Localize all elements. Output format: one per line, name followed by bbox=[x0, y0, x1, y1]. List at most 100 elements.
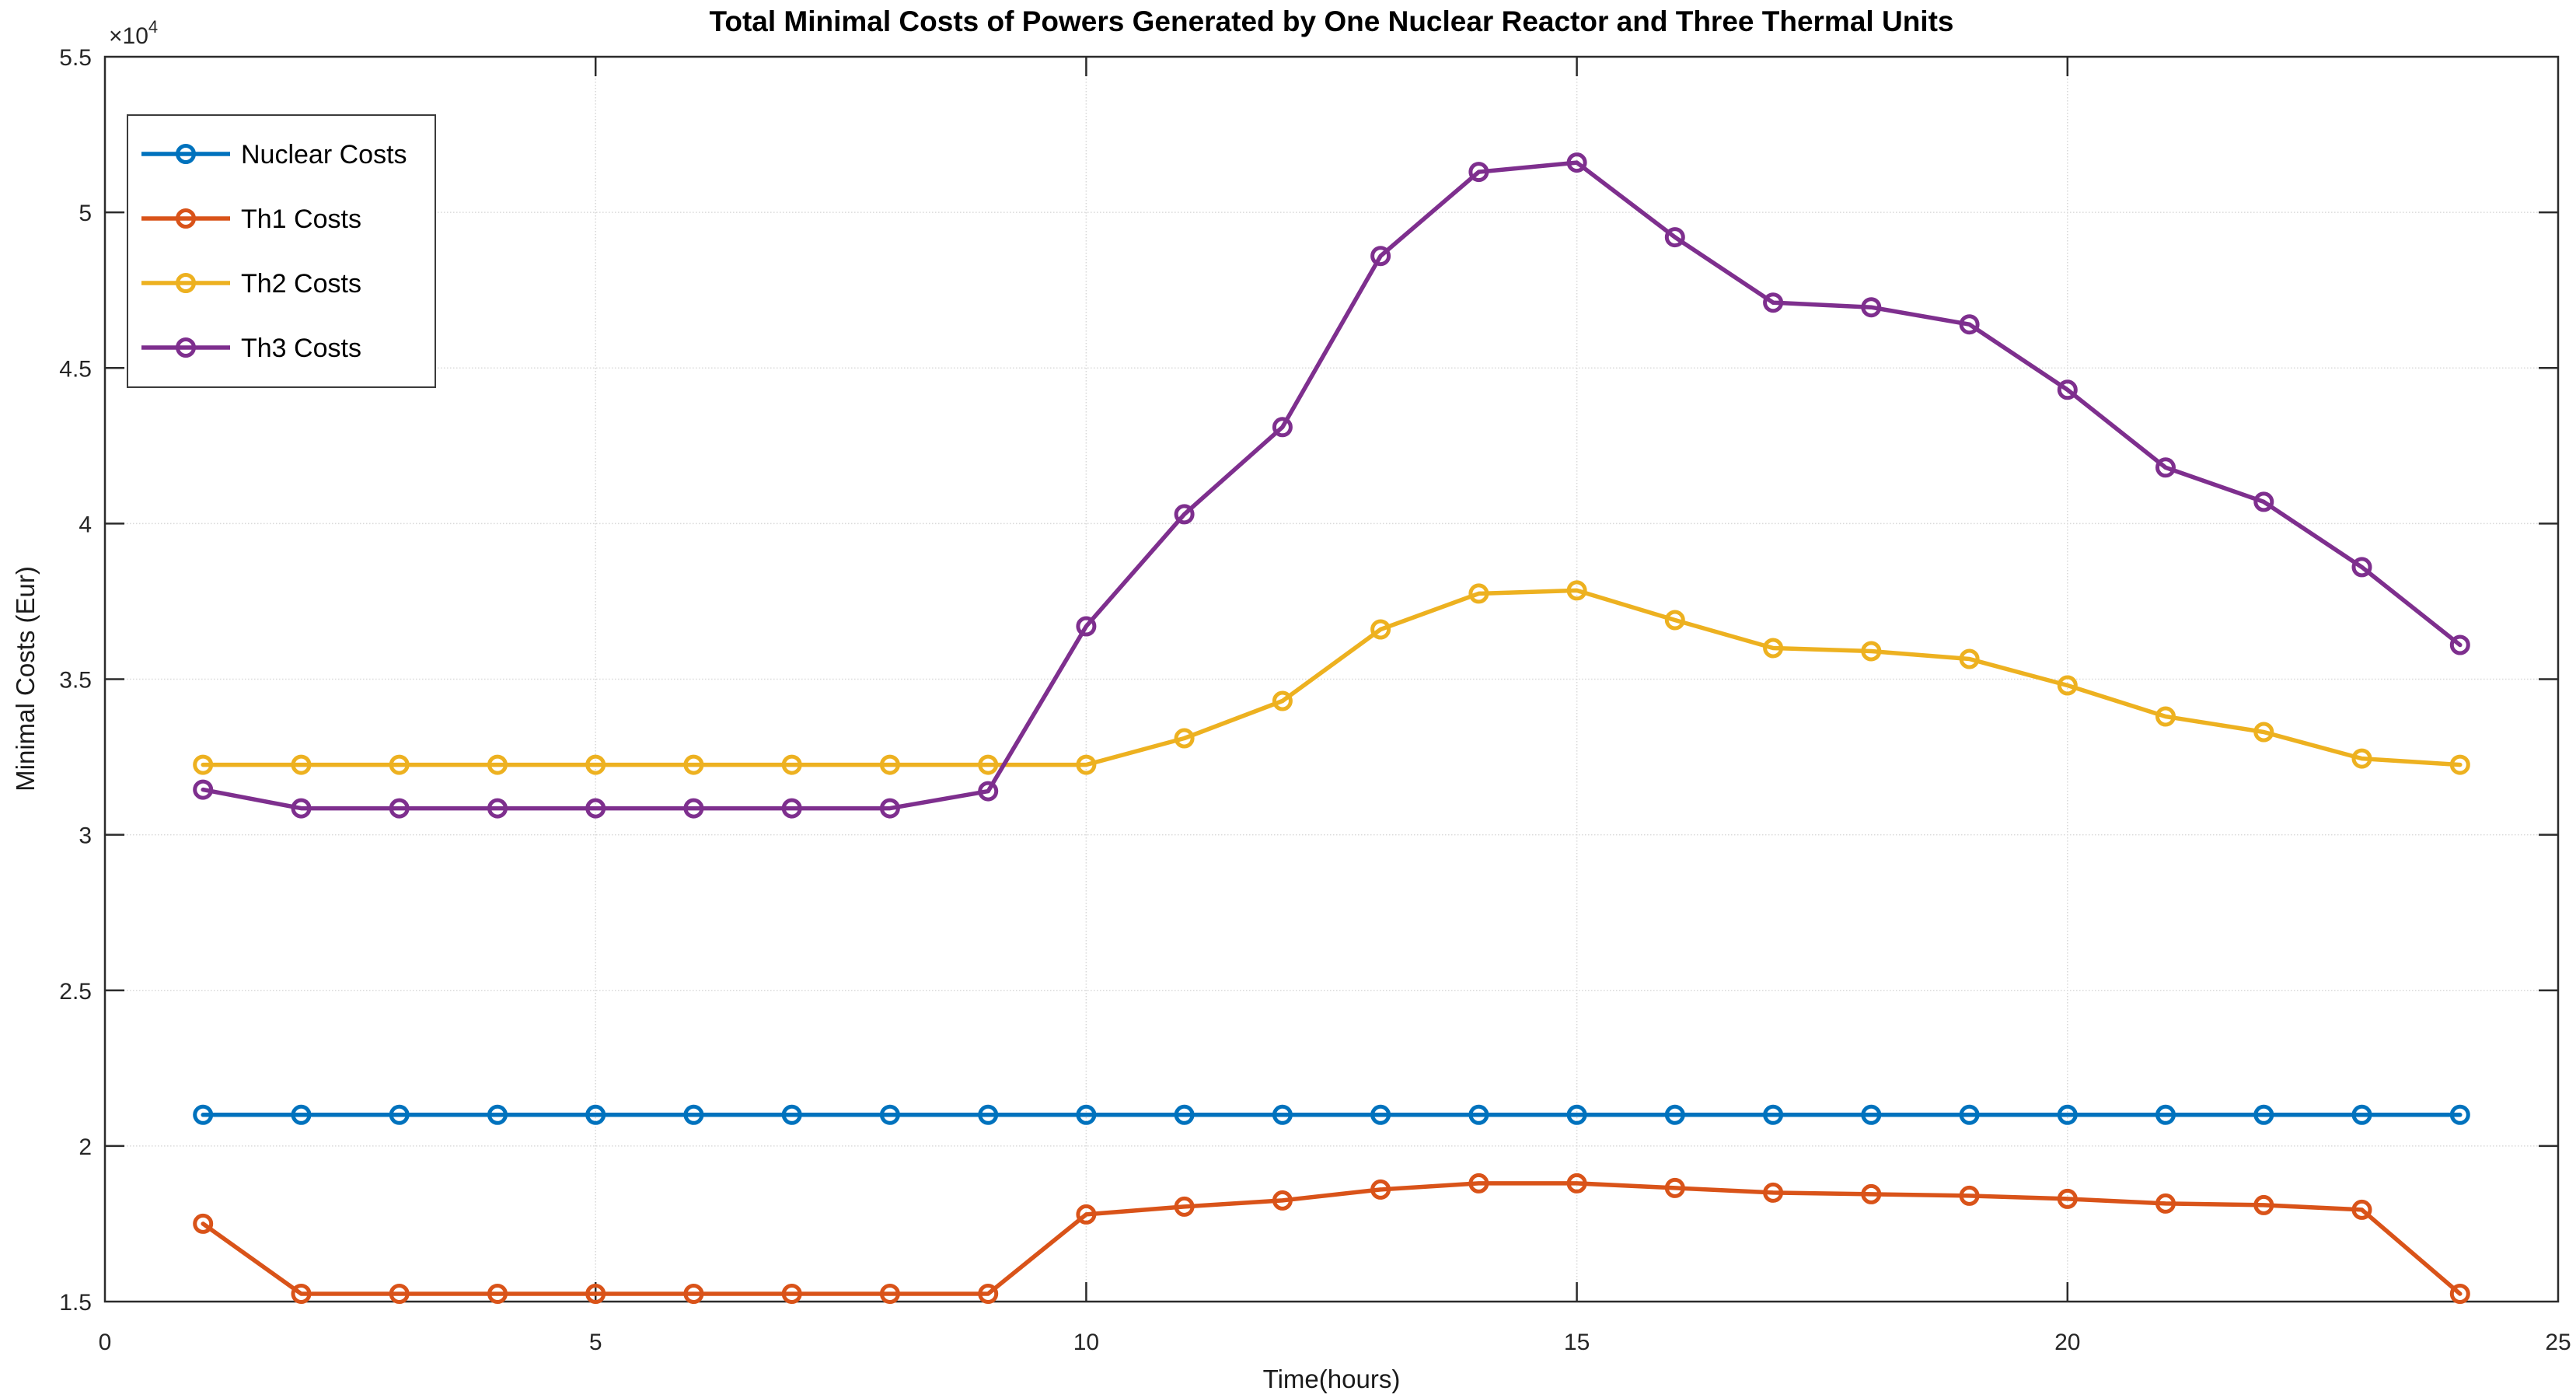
data-point-marker bbox=[487, 754, 508, 775]
data-point-marker bbox=[1763, 1182, 1784, 1203]
data-point-marker bbox=[487, 1284, 508, 1304]
data-point-marker bbox=[2253, 491, 2274, 512]
data-point-marker bbox=[1959, 1104, 1980, 1125]
data-point-marker bbox=[2449, 754, 2470, 775]
legend-label: Th3 Costs bbox=[241, 334, 361, 363]
data-point-marker bbox=[1664, 610, 1685, 631]
data-point-marker bbox=[781, 1104, 802, 1125]
data-point-marker bbox=[879, 798, 900, 819]
data-point-marker bbox=[781, 1284, 802, 1304]
legend-label: Nuclear Costs bbox=[241, 140, 407, 170]
data-point-marker bbox=[1763, 638, 1784, 659]
x-tick-label: 0 bbox=[99, 1330, 112, 1355]
data-point-marker bbox=[389, 1284, 410, 1304]
data-point-marker bbox=[1861, 1104, 1882, 1125]
data-point-marker bbox=[1468, 1104, 1489, 1125]
series-th2-costs bbox=[193, 580, 2470, 775]
axes-box bbox=[103, 55, 2560, 1303]
data-point-marker bbox=[2057, 1104, 2078, 1125]
data-point-marker bbox=[2253, 1194, 2274, 1215]
data-point-marker bbox=[683, 798, 704, 819]
data-point-marker bbox=[2449, 634, 2470, 655]
y-tick-label: 3 bbox=[79, 823, 92, 849]
legend-marker-sample bbox=[176, 144, 196, 164]
data-point-marker bbox=[879, 754, 900, 775]
data-point-marker bbox=[2253, 722, 2274, 743]
data-point-marker bbox=[2155, 1193, 2176, 1214]
data-point-marker bbox=[389, 798, 410, 819]
data-point-marker bbox=[1664, 227, 1685, 248]
data-point-marker bbox=[1076, 1204, 1097, 1225]
data-series bbox=[193, 152, 2470, 1304]
data-point-marker bbox=[193, 1213, 214, 1234]
data-point-marker bbox=[1861, 641, 1882, 662]
legend-entry-th1-costs: Th1 Costs bbox=[141, 204, 361, 234]
data-point-marker bbox=[1763, 1104, 1784, 1125]
legend: Nuclear Costs Th1 Costs Th2 Costs Th3 Costs bbox=[127, 114, 436, 388]
data-point-marker bbox=[2057, 675, 2078, 696]
data-point-marker bbox=[978, 1104, 999, 1125]
data-point-marker bbox=[585, 1104, 606, 1125]
data-point-marker bbox=[1566, 580, 1587, 601]
data-point-marker bbox=[193, 1104, 214, 1125]
data-point-marker bbox=[1959, 648, 1980, 669]
data-point-marker bbox=[2057, 379, 2078, 400]
data-point-marker bbox=[879, 1284, 900, 1304]
data-point-marker bbox=[487, 1104, 508, 1125]
x-tick-label: 25 bbox=[2545, 1330, 2571, 1355]
data-point-marker bbox=[389, 1104, 410, 1125]
exponent-power: 4 bbox=[148, 17, 158, 37]
data-point-marker bbox=[1468, 162, 1489, 183]
series-th3-costs bbox=[193, 152, 2470, 819]
x-axis-label: Time(hours) bbox=[1263, 1365, 1401, 1393]
chart-title: Total Minimal Costs of Powers Generated … bbox=[710, 5, 1954, 37]
data-point-marker bbox=[1076, 616, 1097, 637]
y-axis-label: Minimal Costs (Eur) bbox=[11, 566, 40, 792]
data-point-marker bbox=[1370, 619, 1391, 640]
data-point-marker bbox=[1174, 1196, 1195, 1217]
data-point-marker bbox=[2351, 557, 2372, 578]
data-point-marker bbox=[2351, 1199, 2372, 1220]
data-point-marker bbox=[1861, 297, 1882, 318]
y-tick-label: 2 bbox=[79, 1134, 92, 1160]
tick-labels: 0 5 10 15 20 25 1.5 2 2.5 3 3.5 4 4.5 5 5.5 bbox=[59, 45, 2571, 1355]
x-tick-label: 15 bbox=[1564, 1330, 1590, 1355]
series-line-th1-costs bbox=[201, 1181, 2463, 1296]
data-point-marker bbox=[1566, 1173, 1587, 1194]
data-point-marker bbox=[683, 754, 704, 775]
legend-marker-sample bbox=[176, 273, 196, 293]
data-point-marker bbox=[1566, 1104, 1587, 1125]
data-point-marker bbox=[1272, 1104, 1293, 1125]
data-point-marker bbox=[1763, 292, 1784, 313]
data-point-marker bbox=[1664, 1104, 1685, 1125]
data-point-marker bbox=[1174, 1104, 1195, 1125]
data-point-marker bbox=[2253, 1104, 2274, 1125]
data-point-marker bbox=[2449, 1284, 2470, 1304]
y-tick-label: 3.5 bbox=[59, 668, 92, 694]
data-point-marker bbox=[1959, 314, 1980, 335]
data-point-marker bbox=[1566, 152, 1587, 173]
data-point-marker bbox=[1468, 583, 1489, 604]
legend-marker-sample bbox=[176, 337, 196, 358]
legend-entry-th2-costs: Th2 Costs bbox=[141, 269, 361, 299]
data-point-marker bbox=[1370, 246, 1391, 267]
data-point-marker bbox=[291, 754, 312, 775]
data-point-marker bbox=[1861, 1183, 1882, 1204]
data-point-marker bbox=[1076, 1104, 1097, 1125]
data-point-marker bbox=[978, 781, 999, 802]
x-tick-label: 5 bbox=[589, 1330, 602, 1355]
data-point-marker bbox=[1370, 1104, 1391, 1125]
x-tick-label: 20 bbox=[2054, 1330, 2080, 1355]
data-point-marker bbox=[2351, 748, 2372, 769]
data-point-marker bbox=[389, 754, 410, 775]
data-point-marker bbox=[978, 1284, 999, 1304]
data-point-marker bbox=[291, 1284, 312, 1304]
y-axis-exponent: ×104 bbox=[109, 17, 158, 49]
data-point-marker bbox=[1272, 417, 1293, 438]
series-line-th2-costs bbox=[201, 588, 2463, 767]
data-point-marker bbox=[585, 1284, 606, 1304]
data-point-marker bbox=[2155, 457, 2176, 478]
legend-marker-sample bbox=[176, 208, 196, 229]
